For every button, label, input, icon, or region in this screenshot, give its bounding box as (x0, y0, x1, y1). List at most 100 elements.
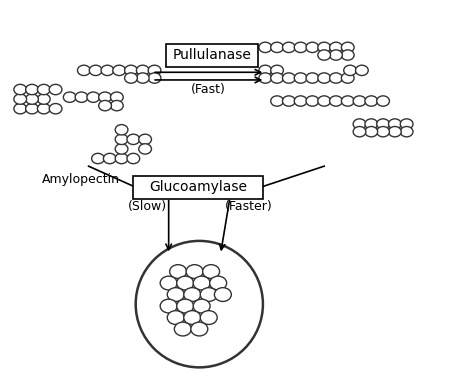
Circle shape (365, 127, 378, 137)
Circle shape (344, 65, 356, 76)
Circle shape (283, 73, 295, 83)
Circle shape (193, 276, 210, 290)
Circle shape (200, 311, 217, 325)
Circle shape (37, 103, 50, 114)
Circle shape (110, 92, 123, 102)
Circle shape (365, 96, 378, 106)
Circle shape (271, 65, 283, 76)
Circle shape (341, 73, 354, 83)
Circle shape (377, 96, 390, 106)
Circle shape (365, 119, 378, 129)
Circle shape (64, 92, 76, 102)
Circle shape (191, 322, 208, 336)
Circle shape (125, 65, 137, 76)
Circle shape (400, 119, 413, 129)
Circle shape (127, 134, 140, 144)
Circle shape (283, 96, 295, 106)
Circle shape (341, 96, 354, 106)
Circle shape (148, 65, 161, 76)
Text: (Fast): (Fast) (191, 83, 226, 96)
Circle shape (271, 73, 283, 83)
Circle shape (110, 100, 123, 111)
Circle shape (400, 127, 413, 137)
Circle shape (174, 322, 191, 336)
Circle shape (306, 96, 319, 106)
Circle shape (170, 265, 187, 278)
Circle shape (259, 42, 272, 52)
Circle shape (26, 94, 38, 104)
Circle shape (356, 65, 368, 76)
Circle shape (294, 42, 307, 52)
Circle shape (14, 94, 27, 104)
Circle shape (177, 299, 194, 313)
Circle shape (115, 153, 128, 164)
Circle shape (14, 103, 27, 114)
Text: (Faster): (Faster) (225, 200, 273, 213)
Circle shape (26, 103, 38, 114)
Circle shape (210, 276, 227, 290)
Circle shape (377, 119, 390, 129)
Circle shape (341, 50, 354, 60)
Circle shape (389, 119, 401, 129)
FancyBboxPatch shape (166, 44, 258, 66)
Circle shape (318, 50, 330, 60)
Circle shape (389, 127, 401, 137)
Circle shape (37, 85, 50, 95)
Circle shape (329, 42, 342, 52)
Circle shape (37, 94, 50, 104)
Circle shape (283, 42, 295, 52)
Circle shape (193, 299, 210, 313)
Circle shape (160, 299, 177, 313)
Circle shape (167, 311, 184, 325)
Circle shape (115, 134, 128, 144)
Circle shape (137, 65, 149, 76)
Circle shape (49, 103, 62, 114)
Circle shape (87, 92, 100, 102)
Circle shape (353, 96, 366, 106)
Circle shape (184, 288, 201, 301)
Circle shape (167, 288, 184, 301)
Circle shape (318, 42, 330, 52)
Circle shape (148, 73, 161, 83)
Circle shape (353, 119, 366, 129)
Text: Amylopectin: Amylopectin (41, 173, 119, 186)
Circle shape (306, 42, 319, 52)
Circle shape (306, 73, 319, 83)
Text: Pullulanase: Pullulanase (173, 48, 252, 62)
Text: (Slow): (Slow) (128, 200, 167, 213)
Circle shape (294, 73, 307, 83)
Circle shape (115, 144, 128, 154)
Circle shape (26, 85, 38, 95)
Text: Glucoamylase: Glucoamylase (149, 180, 247, 194)
Circle shape (341, 42, 354, 52)
Circle shape (329, 96, 342, 106)
Circle shape (139, 134, 152, 144)
Circle shape (177, 276, 194, 290)
Circle shape (115, 125, 128, 135)
Circle shape (99, 92, 111, 102)
Circle shape (113, 65, 126, 76)
Circle shape (186, 265, 203, 278)
Circle shape (160, 276, 177, 290)
Circle shape (259, 65, 272, 76)
Circle shape (127, 153, 140, 164)
Circle shape (329, 50, 342, 60)
Circle shape (125, 73, 137, 83)
Circle shape (318, 73, 330, 83)
Circle shape (202, 265, 219, 278)
FancyBboxPatch shape (133, 176, 263, 199)
Circle shape (318, 96, 330, 106)
Circle shape (259, 73, 272, 83)
Circle shape (184, 311, 201, 325)
Circle shape (200, 288, 217, 301)
Circle shape (353, 127, 366, 137)
Circle shape (89, 65, 102, 76)
Circle shape (294, 96, 307, 106)
Circle shape (137, 73, 149, 83)
Circle shape (77, 65, 90, 76)
Circle shape (14, 85, 27, 95)
Circle shape (139, 144, 152, 154)
Circle shape (103, 153, 116, 164)
Circle shape (214, 288, 231, 301)
Circle shape (99, 100, 111, 111)
